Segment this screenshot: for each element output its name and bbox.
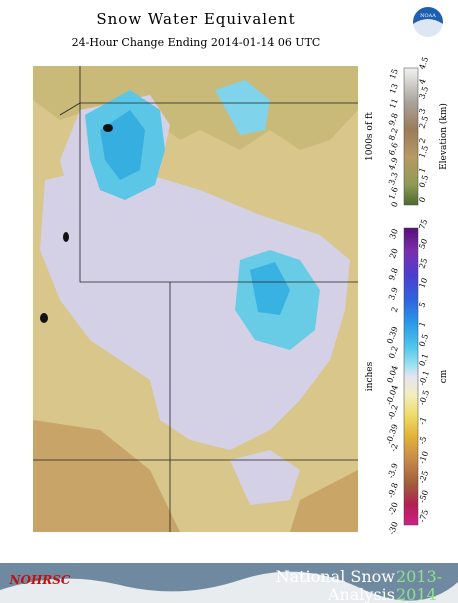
legend-tick-label: -50 (417, 489, 430, 504)
legend-tick-label: 25 (417, 257, 429, 270)
legend-tick-label: 2 (417, 137, 427, 145)
legend-unit: cm (439, 369, 449, 383)
legend-tick-label: 4 (417, 78, 427, 86)
legend-tick-label: -0.39 (384, 423, 399, 445)
snow-gain (215, 80, 270, 135)
legend-tick-label: -0.2 (386, 403, 400, 421)
map (33, 66, 358, 532)
legend-unit: inches (365, 361, 375, 391)
legend-tick-label: 9.8 (387, 112, 400, 127)
lake (63, 232, 69, 242)
legend-tick-label: 1.5 (417, 144, 430, 159)
footer-year1: 2013- (396, 567, 442, 586)
legend-tick-label: 0.5 (417, 333, 430, 348)
legend-tick-label: 13 (388, 82, 400, 95)
legend-tick-label: -1 (417, 416, 428, 426)
lake (40, 313, 48, 323)
terrain (33, 66, 358, 150)
legend-tick-label: -25 (417, 469, 430, 484)
footer-line1: National Snow (276, 567, 396, 586)
footer-year2: 2014 (396, 585, 437, 603)
legend-tick-label: -0.1 (417, 369, 431, 387)
legend-tick-label: -5 (417, 435, 428, 445)
legend-tick-label: 4.9 (387, 156, 400, 171)
elevation-colorbar (403, 67, 419, 206)
legend-tick-label: -9.8 (386, 482, 400, 500)
legend-tick-label: 3.3 (387, 171, 400, 186)
legend-tick-label: 0.04 (385, 364, 400, 384)
legend-tick-label: 0.39 (385, 325, 400, 345)
footer-logo: NOHRSC (9, 573, 71, 587)
legend-tick-label: -30 (387, 521, 400, 536)
legend-tick-label: 2.5 (417, 115, 430, 130)
footer-line2: Analysis (327, 585, 395, 603)
legend-tick-label: 0.2 (387, 345, 400, 360)
lavender-area (230, 450, 300, 505)
legend-tick-label: 3 (417, 107, 427, 115)
legend-tick-label: 3.9 (387, 286, 400, 301)
snow-gain (250, 262, 290, 315)
lake (103, 124, 113, 132)
noaa-logo-wave (413, 19, 443, 39)
legend-tick-label: 0.1 (417, 352, 430, 367)
terrain (33, 420, 180, 532)
swe-colorbar (403, 227, 419, 526)
footer-snow (0, 571, 458, 603)
legend-tick-label: 5 (417, 301, 427, 309)
legend-tick-label: 0 (390, 201, 400, 209)
legend-tick-label: 11 (388, 97, 400, 110)
legend-tick-label: 4.5 (417, 56, 430, 71)
legend-tick-label: 8.2 (387, 127, 400, 142)
legend-unit: 1000s of ft (365, 112, 375, 161)
legend-tick-label: -0.5 (417, 389, 431, 407)
noaa-logo-text: NOAA (420, 13, 436, 19)
legend-tick-label: -3.9 (386, 462, 400, 480)
legend-tick-label: 0.5 (417, 174, 430, 189)
lavender-area (40, 170, 350, 450)
legend-tick-label: 2 (390, 306, 400, 314)
legend-tick-label: 20 (388, 247, 400, 260)
legend-tick-label: 6.6 (387, 141, 400, 156)
legend-tick-label: -10 (417, 450, 430, 465)
terrain (290, 470, 358, 532)
legend-tick-label: 1 (417, 166, 427, 174)
legend-tick-label: 1 (417, 320, 427, 328)
legend-tick-label: -20 (387, 501, 400, 516)
boundary (33, 66, 358, 532)
legend-tick-label: 10 (417, 277, 429, 290)
legend-tick-label: 15 (388, 68, 400, 81)
legend-tick-label: 0 (417, 196, 427, 204)
legend-unit: Elevation (km) (438, 103, 449, 170)
legend-tick-label: 50 (417, 238, 429, 251)
legend-tick-label: 3.5 (417, 85, 430, 100)
footer: NOHRSC National Snow 2013- Analysis 2014 (0, 563, 458, 603)
legend-tick-label: 9.8 (387, 267, 400, 282)
legend-tick-label: 30 (388, 228, 400, 241)
legend-tick-label: -2 (389, 442, 400, 452)
subtitle: 24-Hour Change Ending 2014-01-14 06 UTC (72, 36, 321, 49)
legend-tick-label: -0.04 (384, 384, 399, 406)
legend-tick-label: 1.6 (387, 186, 400, 201)
legend-tick-label: 75 (417, 218, 429, 231)
title: Snow Water Equivalent (96, 10, 295, 28)
legend-tick-label: -75 (417, 508, 430, 523)
